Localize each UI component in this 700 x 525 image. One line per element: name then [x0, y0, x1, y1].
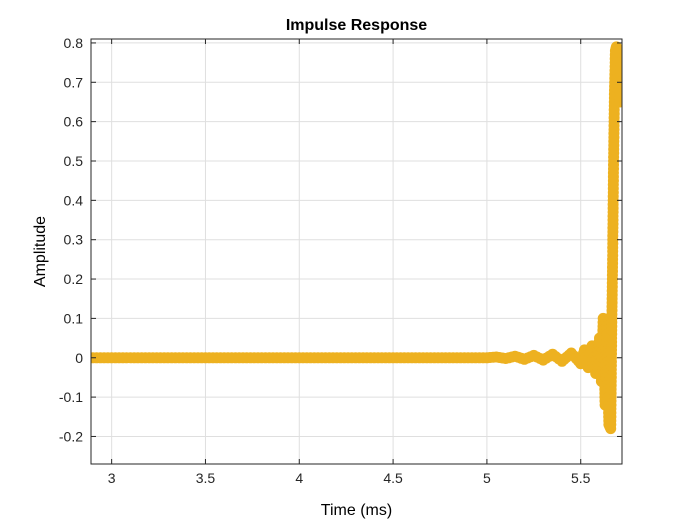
y-tick-label: 0.4 [64, 192, 84, 208]
x-tick-label: 4.5 [383, 470, 403, 486]
y-axis-label: Amplitude [32, 216, 49, 287]
data-series [91, 41, 622, 435]
tick-marks [91, 39, 622, 464]
y-tick-label: 0.5 [64, 153, 84, 169]
tick-labels: 3 3.5 4 4.5 5 5.5 -0.2 -0.1 0 0.1 0.2 0.3 0.4 0.5 0.6 0… [59, 35, 591, 486]
x-tick-label: 3 [108, 470, 116, 486]
plot-area [90, 38, 623, 465]
y-tick-label: -0.1 [59, 389, 83, 405]
y-tick-label: -0.2 [59, 428, 83, 444]
y-tick-label: 0.8 [64, 35, 84, 51]
x-tick-label: 5.5 [571, 470, 591, 486]
x-axis-label: Time (ms) [321, 502, 392, 519]
y-tick-label: 0.3 [64, 232, 84, 248]
grid [91, 39, 622, 464]
chart-title: Impulse Response [286, 17, 427, 34]
x-tick-label: 3.5 [196, 470, 216, 486]
y-tick-label: 0.6 [64, 114, 84, 130]
x-tick-label: 5 [483, 470, 491, 486]
y-tick-label: 0 [75, 350, 83, 366]
data-point [614, 96, 622, 108]
x-tick-label: 4 [295, 470, 303, 486]
y-tick-label: 0.7 [64, 74, 84, 90]
y-tick-label: 0.1 [64, 310, 84, 326]
y-tick-label: 0.2 [64, 271, 84, 287]
